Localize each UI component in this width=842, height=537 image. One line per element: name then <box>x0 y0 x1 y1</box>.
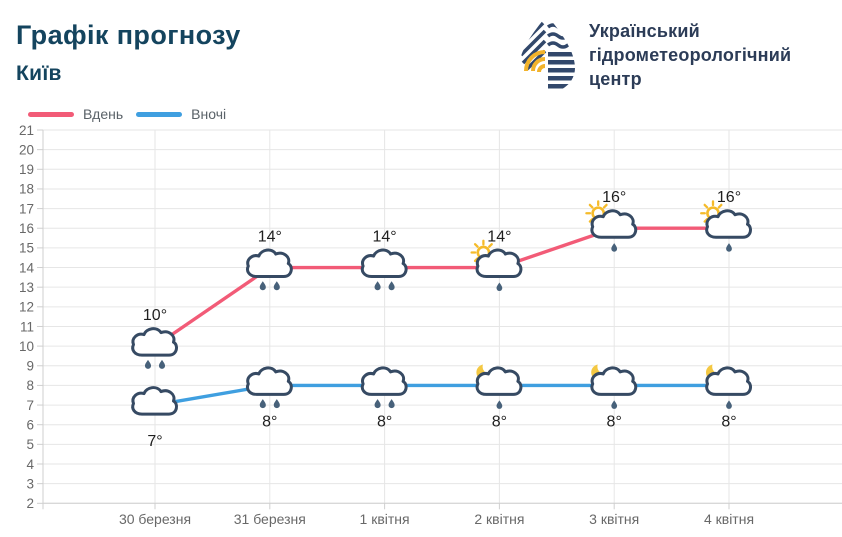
temp-label-night: 7° <box>147 433 162 450</box>
legend-item-night: Вночі <box>136 106 226 122</box>
weather-icon-moon-cloud-rain1 <box>705 359 753 409</box>
y-axis-label: 20 <box>19 142 34 157</box>
temp-label-night: 8° <box>377 413 392 430</box>
logo-wave-lines <box>546 23 575 49</box>
y-axis-label: 16 <box>19 221 34 236</box>
weather-icon-cloud-rain2 <box>131 327 179 369</box>
series-line-night <box>153 383 731 407</box>
city-name: Київ <box>16 62 62 85</box>
logo-text-line2: гідрометеорологічний <box>589 45 792 65</box>
x-axis-label: 30 березня <box>119 511 191 527</box>
logo-text: Український гідрометеорологічний центр <box>589 19 791 91</box>
weather-icon-cloud-rain2 <box>360 248 408 291</box>
weather-icon-cloud <box>131 386 179 416</box>
weather-icon-cloud-rain2 <box>246 248 293 291</box>
y-axis-label: 9 <box>26 359 34 374</box>
logo-yellow-arcs <box>524 50 546 73</box>
y-axis-label: 11 <box>20 319 34 334</box>
temp-label-day: 16° <box>602 189 626 206</box>
weather-icon-sun-cloud-rain1 <box>470 239 523 292</box>
y-axis-label: 21 <box>19 123 34 138</box>
y-axis-label: 14 <box>19 260 35 275</box>
page-title: Графік прогнозу <box>16 20 241 50</box>
weather-icon-sun-cloud-rain1 <box>585 200 638 252</box>
temp-label-day: 10° <box>143 307 167 324</box>
uhmc-logo-drop-icon <box>519 21 575 89</box>
legend-item-day: Вдень <box>28 106 123 122</box>
night-line-swatch-icon <box>136 111 183 117</box>
y-axis-label: 10 <box>19 339 34 354</box>
legend-label-night: Вночі <box>191 106 227 122</box>
temp-label-day: 16° <box>717 189 741 206</box>
temp-label-night: 8° <box>607 413 622 430</box>
y-axis-label: 12 <box>19 300 34 315</box>
y-axis-label: 7 <box>26 398 34 413</box>
y-axis-label: 5 <box>26 437 34 452</box>
y-axis-label: 8 <box>26 378 34 393</box>
y-axis-label: 18 <box>19 182 34 197</box>
logo-text-line1: Український <box>589 21 700 41</box>
logo-diagonal-stripes <box>519 21 547 71</box>
y-axis-label: 19 <box>19 162 34 177</box>
x-axis-label: 3 квітня <box>589 511 639 527</box>
x-axis-label: 31 березня <box>234 511 306 527</box>
uhmc-logo: Український гідрометеорологічний центр <box>517 13 791 95</box>
y-axis-label: 6 <box>26 418 34 433</box>
weather-icon-moon-cloud-rain1 <box>475 359 523 409</box>
x-axis-label: 4 квітня <box>704 511 754 527</box>
chart-legend: Вдень Вночі <box>28 106 226 122</box>
weather-icon-moon-cloud-rain1 <box>590 359 638 409</box>
y-axis-label: 13 <box>19 280 34 295</box>
temp-label-day: 14° <box>372 229 396 246</box>
logo-text-line3: центр <box>589 69 642 89</box>
chart-grid: 21 20 19 18 17 16 15 14 13 12 11 10 9 8 7 6 5 4 3 2 30 берез… <box>19 123 842 527</box>
temp-label-night: 8° <box>721 413 736 430</box>
weather-icon-cloud-rain2 <box>246 366 293 409</box>
y-axis-label: 2 <box>26 496 34 511</box>
temp-label-night: 8° <box>262 413 277 430</box>
temp-label-day: 14° <box>487 229 511 246</box>
y-axis-label: 15 <box>19 241 34 256</box>
weather-icon-cloud-rain2 <box>360 366 408 409</box>
legend-label-day: Вдень <box>83 106 124 122</box>
y-axis-label: 4 <box>26 457 34 472</box>
x-axis-label: 1 квітня <box>360 511 410 527</box>
temp-label-night: 8° <box>492 413 507 430</box>
y-axis-label: 3 <box>26 476 34 491</box>
x-axis-label: 2 квітня <box>474 511 524 527</box>
weather-icon-sun-cloud-rain1 <box>700 200 753 252</box>
temp-label-day: 14° <box>258 229 282 246</box>
y-axis-label: 17 <box>19 201 34 216</box>
logo-horizontal-stripes <box>548 52 575 89</box>
day-line-swatch-icon <box>28 111 74 117</box>
